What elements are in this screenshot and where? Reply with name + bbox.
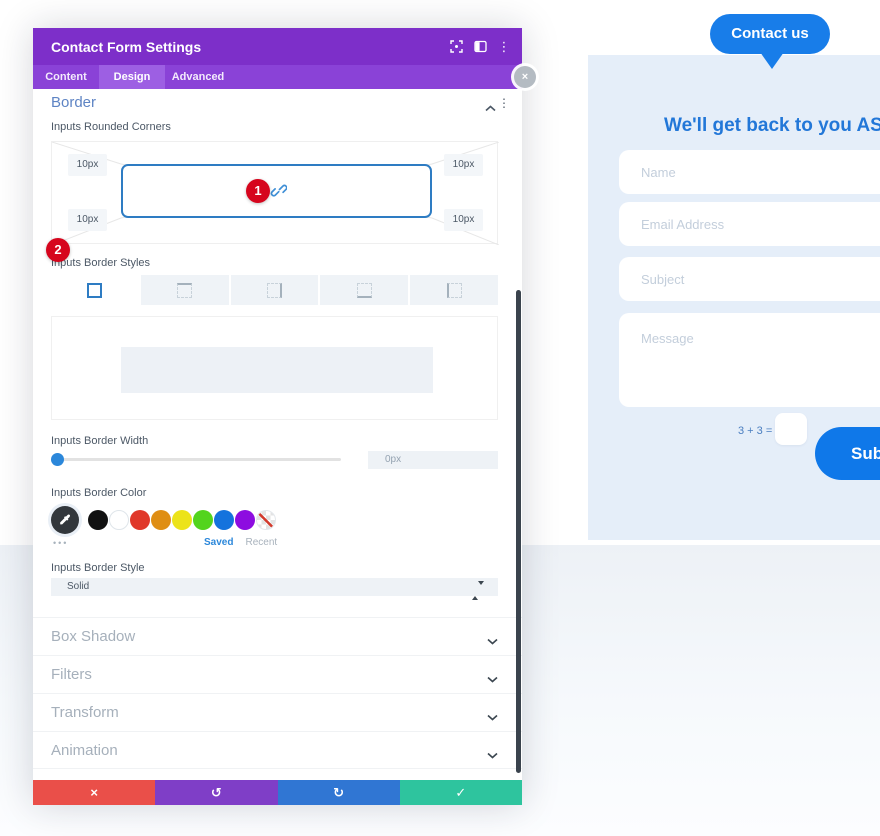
input-preview-box (51, 316, 498, 420)
border-style-label: Inputs Border Style (51, 562, 145, 574)
modal-body: Border ⋮ Inputs Rounded Corners 10px 10p… (33, 89, 522, 780)
section-box-shadow[interactable]: Box Shadow (33, 617, 522, 655)
border-style-select[interactable]: Solid (51, 578, 498, 600)
chevron-up-icon[interactable] (485, 99, 496, 117)
subject-field[interactable] (619, 257, 880, 301)
chevron-down-icon (487, 746, 498, 764)
saved-colors-tab[interactable]: Saved (204, 537, 234, 548)
corner-top-right-input[interactable]: 10px (444, 154, 483, 176)
modal-scrollbar-thumb[interactable] (516, 290, 521, 773)
contact-form-preview-panel: We'll get back to you ASAP! 3 + 3 = Subm… (588, 55, 880, 540)
swatch-red[interactable] (130, 510, 150, 530)
tab-advanced[interactable]: Advanced (171, 71, 225, 83)
collapsed-sections: Box Shadow Filters Transform (33, 617, 522, 769)
contact-us-button[interactable]: Contact us (710, 14, 830, 54)
border-style-all-tab[interactable] (51, 275, 139, 305)
section-animation[interactable]: Animation (33, 731, 522, 769)
swatch-purple[interactable] (235, 510, 255, 530)
palette-tabs: Saved Recent (204, 537, 277, 548)
border-width-value-input[interactable]: 0px (368, 451, 498, 469)
border-section-kebab-icon[interactable]: ⋮ (498, 96, 510, 110)
name-field[interactable] (619, 150, 880, 194)
discard-button[interactable]: × (33, 780, 156, 805)
border-style-left-tab[interactable] (410, 275, 498, 305)
chevron-down-icon (487, 632, 498, 650)
input-preview-sample (121, 347, 433, 393)
message-field[interactable] (619, 313, 880, 407)
chevron-down-icon (487, 708, 498, 726)
layout-columns-icon[interactable] (470, 28, 490, 65)
border-style-bottom-tab[interactable] (320, 275, 409, 305)
select-updown-icon (472, 581, 484, 600)
border-top-icon (177, 282, 193, 298)
preview-heading: We'll get back to you ASAP! (664, 115, 880, 136)
section-transform[interactable]: Transform (33, 693, 522, 731)
corner-top-left-input[interactable]: 10px (68, 154, 107, 176)
link-corners-icon[interactable] (270, 182, 288, 204)
border-style-right-tab[interactable] (230, 275, 319, 305)
color-picker-button[interactable] (48, 503, 82, 537)
rounded-corners-widget: 10px 10px 10px 10px 1 (51, 141, 499, 245)
swatch-yellow[interactable] (172, 510, 192, 530)
save-button[interactable]: ✓ (399, 780, 522, 805)
link-icon (270, 184, 288, 197)
corner-bottom-left-input[interactable]: 10px (68, 209, 107, 231)
modal-header: Contact Form Settings ⋮ (33, 28, 522, 65)
corner-preview-rect (121, 164, 432, 218)
border-left-icon (446, 282, 462, 298)
close-button[interactable]: × (514, 66, 536, 88)
border-width-slider-track[interactable] (51, 458, 341, 461)
focus-mode-icon (449, 40, 463, 53)
focus-mode-icon[interactable] (446, 28, 466, 65)
border-width-slider-knob[interactable] (51, 453, 64, 466)
submit-button[interactable]: Submit (815, 427, 880, 480)
captcha-label: 3 + 3 = (738, 425, 773, 437)
border-all-icon (87, 282, 103, 298)
border-style-top-tab[interactable] (140, 275, 229, 305)
email-field[interactable] (619, 202, 880, 246)
contact-form-settings-modal: Contact Form Settings ⋮ Content De (33, 28, 522, 805)
eyedropper-icon (51, 506, 79, 534)
swatch-green[interactable] (193, 510, 213, 530)
swatch-orange[interactable] (151, 510, 171, 530)
more-colors-button[interactable]: ••• (53, 538, 69, 548)
border-width-label: Inputs Border Width (51, 435, 149, 447)
section-filters[interactable]: Filters (33, 655, 522, 693)
border-right-icon (266, 282, 282, 298)
step-badge-1: 1 (246, 179, 270, 203)
modal-title: Contact Form Settings (51, 38, 202, 55)
undo-button[interactable]: ↺ (155, 780, 278, 805)
chevron-down-icon (487, 670, 498, 688)
border-styles-row (51, 275, 498, 305)
border-style-selected-value: Solid (67, 581, 90, 592)
modal-tabbar: Content Design Advanced (33, 65, 522, 89)
swatch-white[interactable] (109, 510, 129, 530)
swatch-transparent[interactable] (256, 510, 276, 530)
border-section-title[interactable]: Border (51, 94, 97, 111)
border-bottom-icon (356, 282, 372, 298)
redo-button[interactable]: ↻ (277, 780, 400, 805)
modal-menu-kebab-icon[interactable]: ⋮ (497, 39, 511, 54)
step-badge-2: 2 (46, 238, 70, 262)
tab-content[interactable]: Content (45, 71, 87, 83)
modal-footer: × ↺ ↻ ✓ (33, 780, 522, 805)
border-color-label: Inputs Border Color (51, 487, 147, 499)
tab-design[interactable]: Design (99, 65, 165, 89)
corner-bottom-right-input[interactable]: 10px (444, 209, 483, 231)
swatch-blue[interactable] (214, 510, 234, 530)
recent-colors-tab[interactable]: Recent (245, 537, 278, 548)
layout-columns-icon (473, 40, 487, 53)
border-styles-label: Inputs Border Styles (51, 257, 151, 269)
captcha-input[interactable] (775, 413, 807, 445)
swatch-black[interactable] (88, 510, 108, 530)
rounded-corners-label: Inputs Rounded Corners (51, 121, 171, 133)
contact-us-bubble-tail (760, 52, 784, 69)
